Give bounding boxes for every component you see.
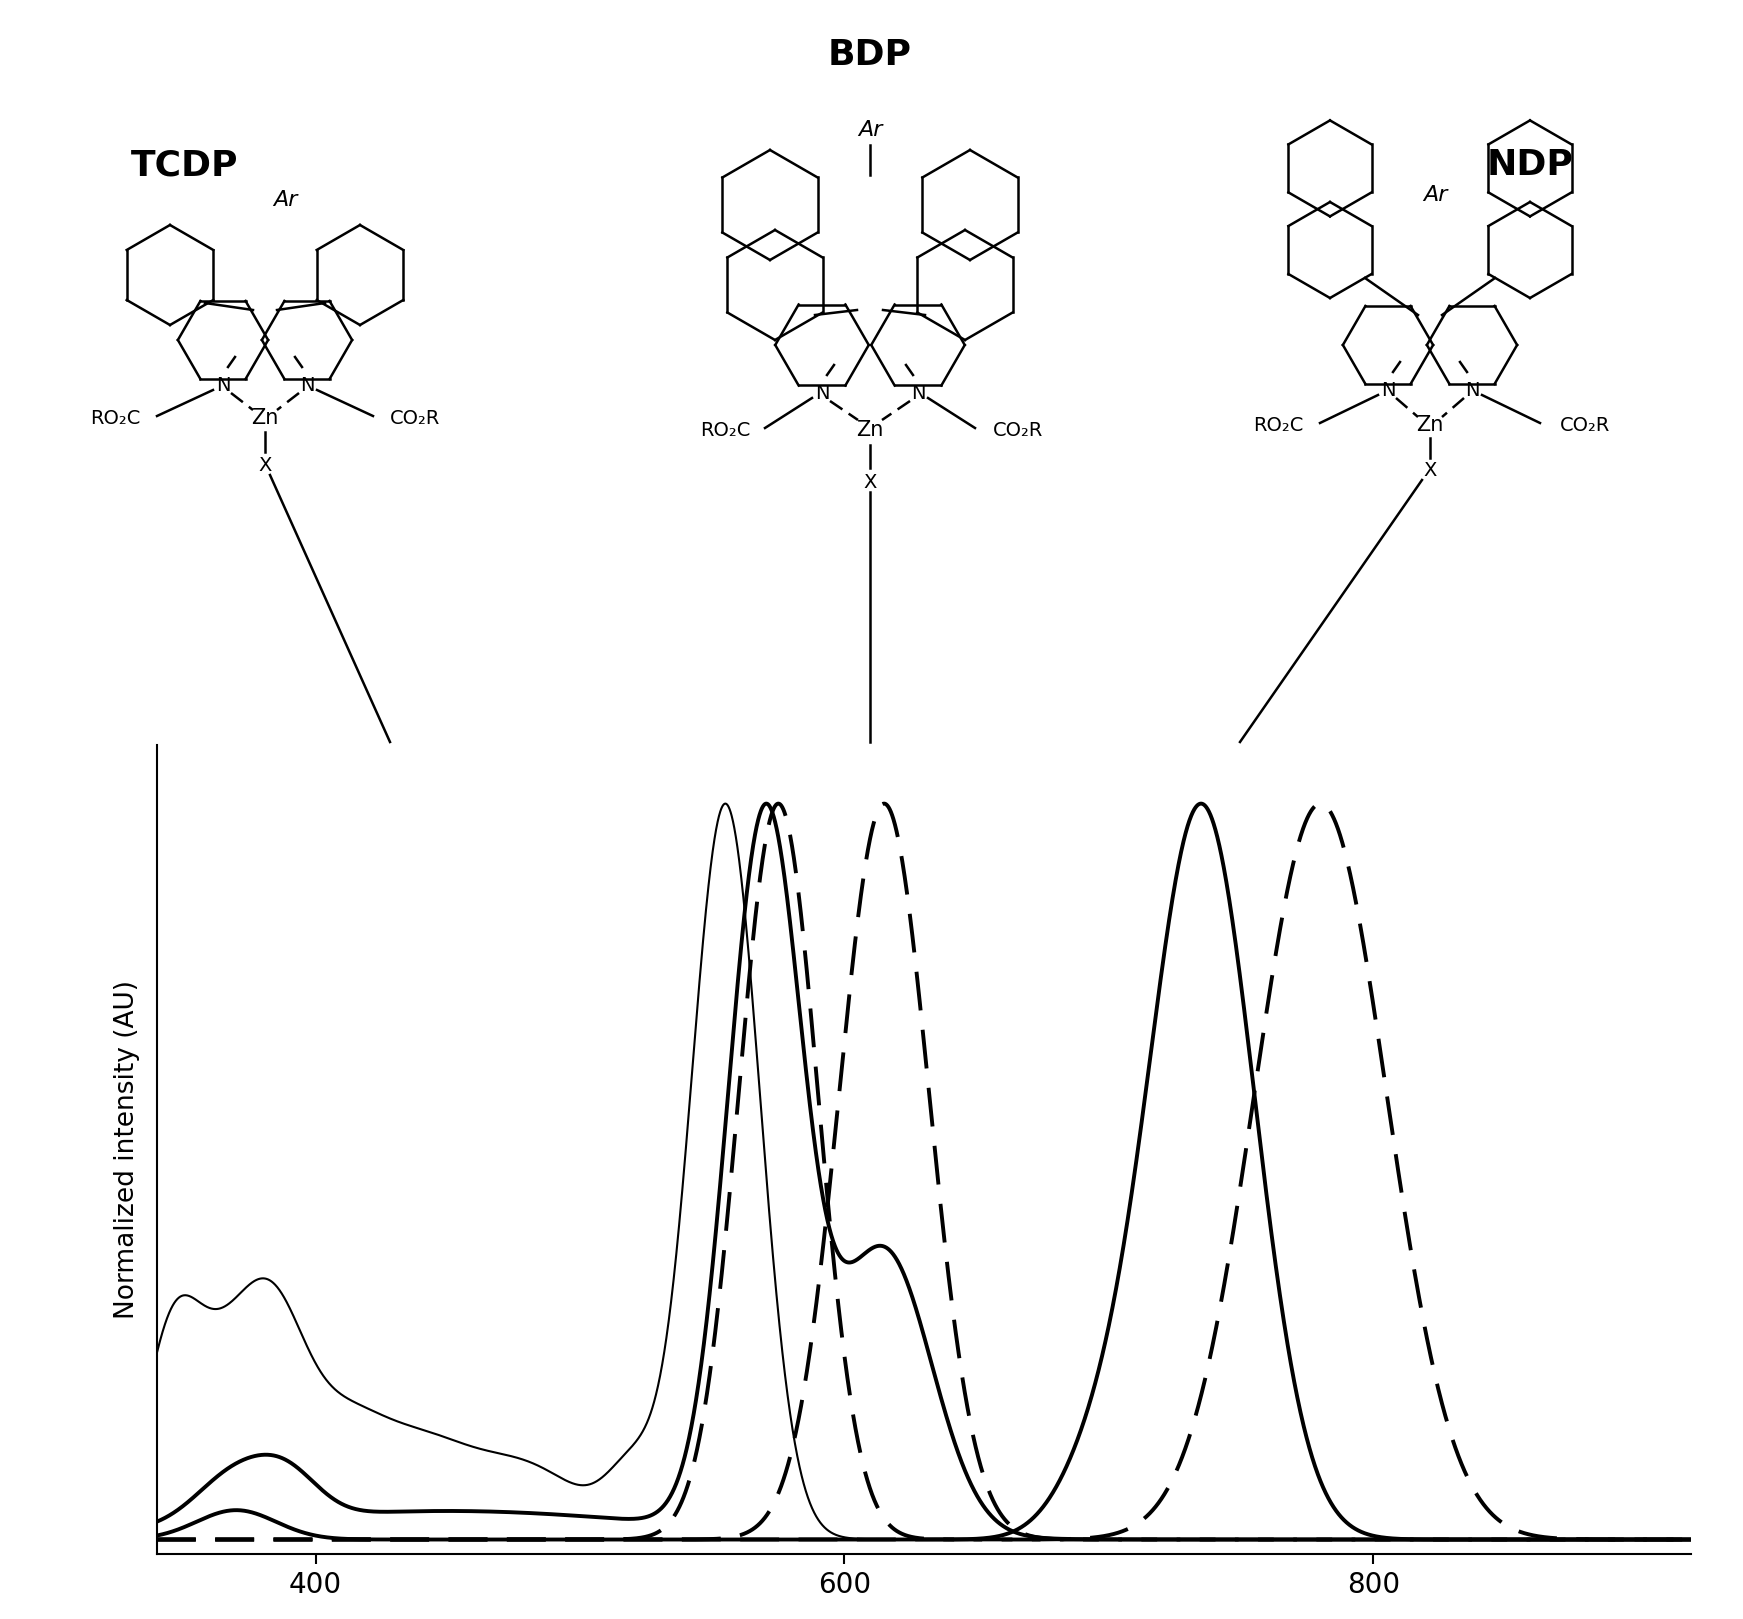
Text: N: N xyxy=(216,376,230,395)
Text: CO₂R: CO₂R xyxy=(390,408,441,427)
Text: X: X xyxy=(1424,460,1436,479)
Text: Ar: Ar xyxy=(274,189,298,210)
Text: Ar: Ar xyxy=(858,120,882,139)
Text: X: X xyxy=(258,455,272,474)
Text: RO₂C: RO₂C xyxy=(91,408,139,427)
Text: NDP: NDP xyxy=(1487,147,1574,181)
Text: RO₂C: RO₂C xyxy=(1253,416,1304,434)
Text: N: N xyxy=(300,376,314,395)
Text: X: X xyxy=(863,473,877,492)
Text: BDP: BDP xyxy=(828,37,912,71)
Text: N: N xyxy=(912,384,926,403)
Text: Zn: Zn xyxy=(1417,414,1443,436)
Text: CO₂R: CO₂R xyxy=(994,421,1044,439)
Text: RO₂C: RO₂C xyxy=(699,421,749,439)
Text: TCDP: TCDP xyxy=(131,147,239,181)
X-axis label: nm: nm xyxy=(898,1613,950,1619)
Text: N: N xyxy=(1464,380,1480,400)
Text: N: N xyxy=(1380,380,1394,400)
Text: Zn: Zn xyxy=(856,419,884,440)
Text: Zn: Zn xyxy=(251,408,279,427)
Text: CO₂R: CO₂R xyxy=(1560,416,1611,434)
Y-axis label: Normalized intensity (AU): Normalized intensity (AU) xyxy=(115,979,139,1319)
Text: Ar: Ar xyxy=(1422,185,1447,206)
Text: N: N xyxy=(814,384,830,403)
